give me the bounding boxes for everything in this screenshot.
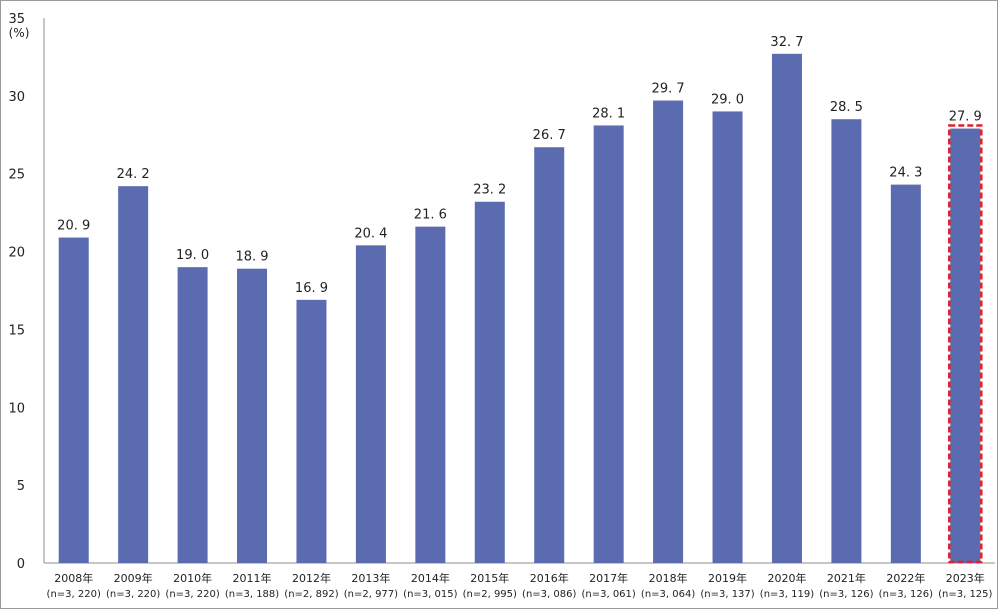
y-tick-label: 5 [17, 479, 25, 494]
value-label: 18. 9 [235, 250, 268, 265]
bar [355, 245, 386, 564]
value-label: 19. 0 [176, 248, 209, 263]
bar [415, 226, 446, 563]
x-tick-sample-label: (n=3, 119) [760, 589, 814, 600]
x-tick-sample-label: (n=3, 137) [700, 589, 754, 600]
x-tick-sample-label: (n=3, 086) [522, 589, 576, 600]
x-tick-year-label: 2018年 [649, 571, 688, 585]
value-label: 28. 5 [830, 100, 863, 115]
y-tick-label: 10 [8, 401, 25, 416]
value-label: 32. 7 [770, 35, 803, 50]
value-label: 29. 0 [711, 92, 744, 107]
value-label: 20. 4 [354, 226, 387, 241]
bars [58, 53, 983, 564]
x-tick-sample-label: (n=3, 125) [938, 589, 992, 600]
bar [58, 237, 89, 564]
x-tick-sample-label: (n=2, 892) [284, 589, 338, 600]
x-tick-year-label: 2021年 [827, 571, 866, 585]
x-tick-year-label: 2010年 [173, 571, 212, 585]
x-tick-year-label: 2020年 [767, 571, 806, 585]
x-tick-year-label: 2013年 [351, 571, 390, 585]
x-tick-sample-label: (n=3, 220) [106, 589, 160, 600]
bar [118, 186, 149, 563]
bar [593, 125, 624, 563]
x-tick-year-label: 2019年 [708, 571, 747, 585]
bar [296, 299, 327, 563]
x-tick-year-label: 2016年 [530, 571, 569, 585]
bar-highlighted [950, 128, 981, 564]
x-tick-year-label: 2011年 [233, 571, 272, 585]
value-label: 29. 7 [652, 82, 685, 97]
x-tick-sample-label: (n=3, 188) [225, 589, 279, 600]
x-tick-labels: 2008年 (n=3, 220) 2009年 (n=3, 220) 2010年 (n=3,… [47, 571, 993, 600]
value-label: 23. 2 [473, 183, 506, 198]
value-label: 27. 9 [949, 110, 982, 125]
bar [177, 267, 208, 563]
value-label: 26. 7 [533, 128, 566, 143]
y-tick-label: 0 [17, 557, 25, 572]
y-axis-unit: (%) [9, 26, 30, 40]
x-tick-year-label: 2015年 [470, 571, 509, 585]
bar [534, 147, 565, 563]
y-tick-label: 35 [8, 12, 25, 27]
bar [831, 119, 862, 563]
x-tick-sample-label: (n=3, 126) [879, 589, 933, 600]
x-tick-sample-label: (n=2, 977) [344, 589, 398, 600]
y-tick-label: 15 [8, 323, 25, 338]
x-tick-year-label: 2009年 [114, 571, 153, 585]
value-label: 24. 2 [117, 167, 150, 182]
value-label: 16. 9 [295, 281, 328, 296]
x-tick-sample-label: (n=3, 064) [641, 589, 695, 600]
bar [474, 201, 505, 563]
x-tick-sample-label: (n=3, 061) [581, 589, 635, 600]
bar [653, 100, 684, 564]
x-tick-year-label: 2012年 [292, 571, 331, 585]
x-tick-sample-label: (n=3, 015) [403, 589, 457, 600]
y-tick-label: 20 [8, 246, 25, 261]
bar [237, 268, 268, 563]
bar [712, 111, 743, 563]
x-tick-year-label: 2017年 [589, 571, 628, 585]
y-tick-label: 25 [8, 168, 25, 183]
x-tick-year-label: 2008年 [54, 571, 93, 585]
value-label: 24. 3 [889, 166, 922, 181]
x-tick-year-label: 2022年 [886, 571, 925, 585]
value-label: 20. 9 [57, 219, 90, 234]
y-tick-labels: 0 5 10 15 20 25 30 35 [8, 12, 25, 572]
x-tick-year-label: 2023年 [946, 571, 985, 585]
value-labels: 20. 9 24. 2 19. 0 18. 9 16. 9 20. 4 21. 6 23. 2… [57, 35, 982, 296]
value-label: 21. 6 [414, 208, 447, 223]
bar [771, 53, 802, 564]
x-tick-sample-label: (n=3, 126) [819, 589, 873, 600]
value-label: 28. 1 [592, 106, 625, 121]
x-tick-sample-label: (n=3, 220) [165, 589, 219, 600]
bar [890, 184, 921, 563]
y-tick-label: 30 [8, 90, 25, 105]
x-tick-year-label: 2014年 [411, 571, 450, 585]
x-tick-sample-label: (n=3, 220) [47, 589, 101, 600]
x-tick-sample-label: (n=2, 995) [463, 589, 517, 600]
